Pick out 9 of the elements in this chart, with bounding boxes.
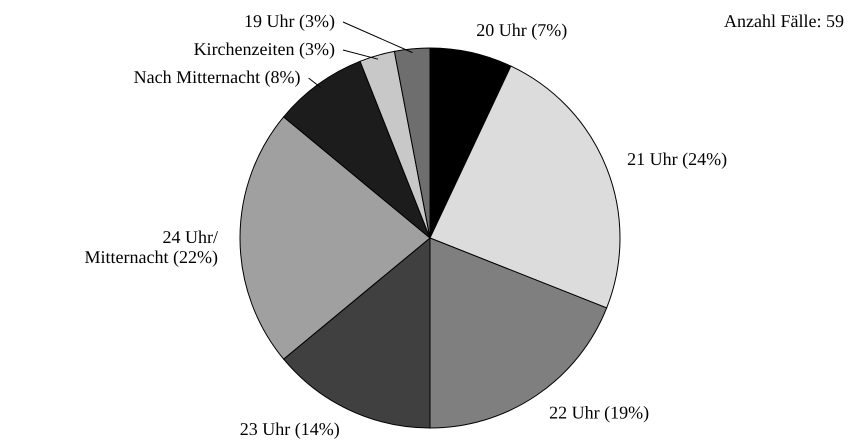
slice-label: 20 Uhr (7%) xyxy=(476,20,568,40)
slice-label: 21 Uhr (24%) xyxy=(627,148,728,169)
text: Anzahl Fälle: 59 xyxy=(724,11,844,31)
slice-label: Kirchenzeiten (3%) xyxy=(194,39,335,59)
slice-label: Nach Mitternacht (8%) xyxy=(134,67,301,87)
slice-label: 22 Uhr (19%) xyxy=(549,402,650,422)
slice-label: 23 Uhr (14%) xyxy=(240,418,340,439)
slice-label: 19 Uhr (3%) xyxy=(244,11,335,31)
slice-label: 24 Uhr/ Mitternacht (22%) xyxy=(84,227,218,267)
